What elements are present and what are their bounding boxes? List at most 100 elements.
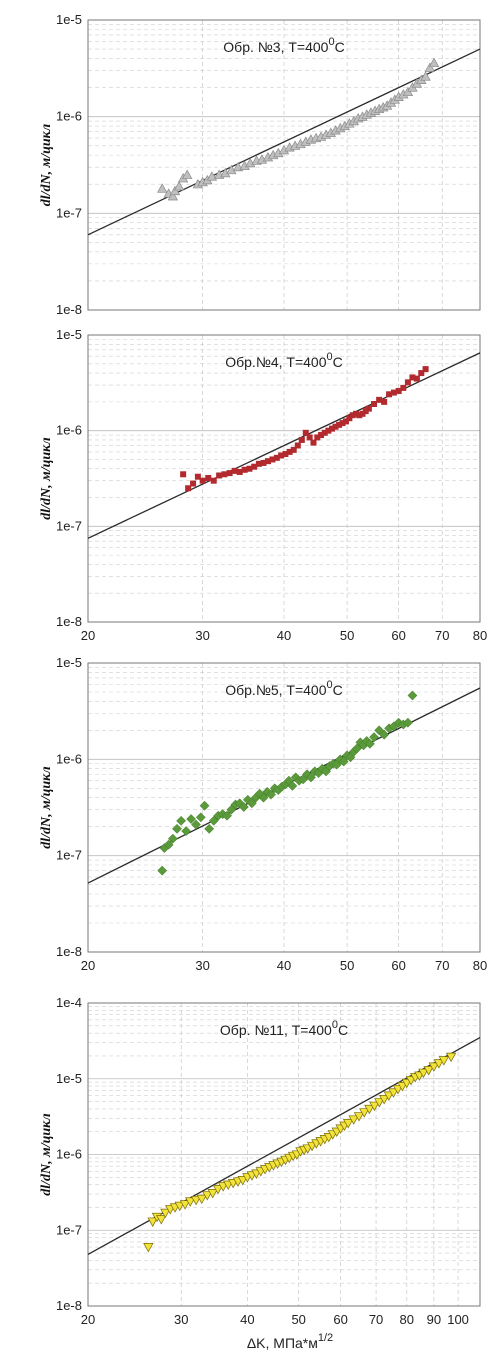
data-point (231, 467, 238, 474)
data-points (157, 690, 418, 876)
y-tick-label: 1e-5 (56, 12, 82, 27)
data-point (167, 833, 178, 844)
data-point (241, 466, 248, 473)
data-point (246, 465, 253, 472)
data-point (409, 374, 416, 381)
y-tick-label: 1e-7 (56, 848, 82, 863)
data-points (156, 57, 440, 201)
data-point (342, 1119, 354, 1129)
data-point (418, 1068, 429, 1079)
data-point (226, 470, 233, 477)
y-tick-label: 1e-6 (56, 1147, 82, 1162)
data-point (181, 169, 193, 179)
data-point (237, 1176, 248, 1186)
data-point (173, 181, 185, 191)
data-point (156, 183, 168, 193)
x-tick-label: 20 (81, 628, 95, 643)
chart-panel-1: 1e-8 1e-7 1e-6 1e-5 dl/dN, м/цикл Обр. №3, T=… (39, 12, 481, 317)
data-point (438, 1056, 450, 1066)
x-tick-label: 100 (447, 1312, 469, 1327)
data-point (365, 405, 372, 412)
data-point (262, 786, 273, 797)
data-point (143, 1243, 154, 1253)
data-point (222, 810, 232, 821)
data-point (369, 1101, 380, 1112)
data-point (359, 410, 366, 417)
grid (88, 335, 480, 622)
data-point (376, 396, 383, 403)
data-point (207, 1188, 218, 1199)
data-point (420, 71, 431, 81)
x-tick-label: 60 (333, 1312, 347, 1327)
data-point (185, 485, 192, 492)
data-point (388, 1088, 399, 1098)
data-point (210, 477, 217, 484)
data-point (306, 434, 313, 441)
chart-panel-3: 1e-8 1e-7 1e-6 1e-5 20 30 40 50 60 70 80 dl/dN, м/ц… (39, 655, 487, 973)
data-point (190, 480, 197, 487)
data-point (176, 815, 187, 826)
x-tick-label: 70 (435, 628, 449, 643)
data-point (287, 780, 298, 791)
data-point (305, 772, 316, 783)
data-point (163, 839, 174, 850)
data-point (395, 387, 402, 394)
data-point (428, 1062, 440, 1072)
data-point (157, 865, 168, 876)
data-point (156, 1215, 167, 1225)
x-tick-label: 80 (473, 628, 487, 643)
data-point (196, 1194, 207, 1205)
data-point (364, 738, 375, 749)
y-axis-label: dl/dN, м/цикл (39, 1113, 54, 1196)
data-point (260, 459, 267, 466)
data-point (386, 391, 393, 398)
x-tick-label: 40 (240, 1312, 254, 1327)
data-point (423, 1066, 434, 1076)
data-point (251, 463, 258, 470)
y-tick-label: 1e-7 (56, 205, 82, 220)
data-point (379, 729, 390, 740)
data-points (180, 366, 429, 492)
data-point (174, 1201, 185, 1212)
data-point (433, 1059, 445, 1069)
y-axis-label: dl/dN, м/цикл (39, 124, 54, 207)
chart-panel-2: 1e-8 1e-7 1e-6 1e-5 20 30 40 50 60 70 80 dl/dN, м/ц… (39, 327, 487, 643)
panel-annotation: Обр.№5, T=4000C (225, 679, 343, 698)
plot-frame (87, 334, 481, 623)
data-point (212, 1185, 224, 1195)
data-point (202, 1191, 213, 1201)
x-tick-label: 20 (81, 958, 95, 973)
plot-frame (87, 19, 481, 311)
data-point (180, 471, 187, 478)
data-point (359, 1108, 370, 1118)
data-point (226, 164, 237, 175)
data-point (169, 185, 181, 196)
x-tick-label: 50 (340, 958, 354, 973)
data-point (371, 400, 378, 407)
x-tick-label: 70 (435, 958, 449, 973)
y-axis-label: dl/dN, м/цикл (39, 437, 54, 520)
data-point (199, 800, 210, 811)
data-point (255, 460, 262, 467)
x-tick-label: 60 (391, 628, 405, 643)
data-point (383, 1091, 395, 1101)
x-tick-label: 90 (427, 1312, 441, 1327)
data-point (185, 1197, 196, 1207)
data-point (236, 468, 243, 475)
data-point (353, 410, 360, 417)
plot-frame (87, 1002, 481, 1307)
grid (88, 1003, 480, 1306)
grid (88, 20, 480, 310)
data-point (364, 1104, 375, 1115)
data-point (374, 725, 385, 736)
x-tick-label: 60 (391, 958, 405, 973)
data-point (172, 823, 182, 834)
x-tick-label: 50 (291, 1312, 305, 1327)
data-point (221, 471, 228, 478)
data-point (339, 420, 346, 427)
data-point (402, 717, 413, 728)
data-point (179, 1200, 191, 1210)
data-point (400, 384, 407, 391)
data-point (194, 473, 201, 480)
